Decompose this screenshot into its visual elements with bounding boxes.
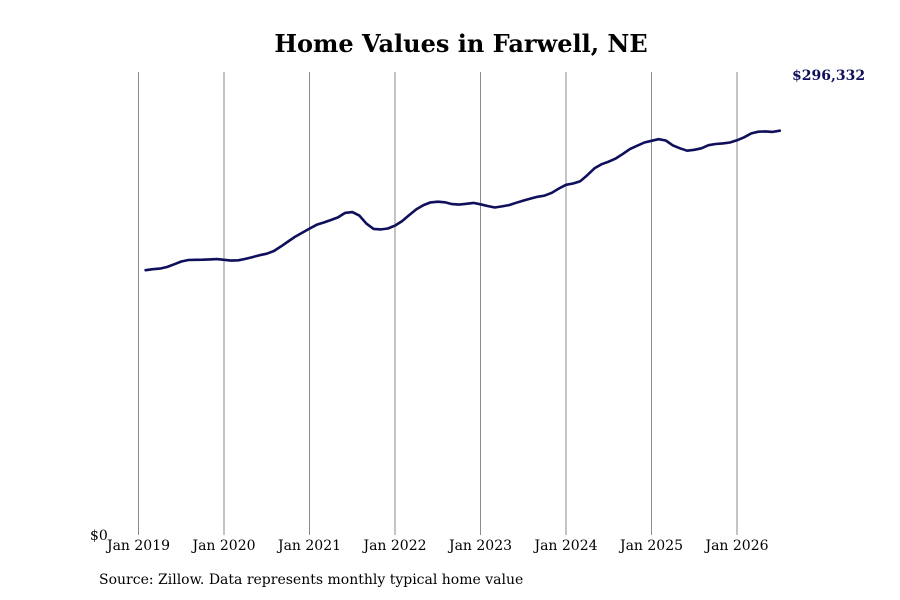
x-axis-ticks: Jan 2019 Jan 2020 Jan 2021 Jan 2022 Jan 2023… [105, 538, 769, 554]
x-tick-label: Jan 2024 [532, 538, 597, 554]
x-tick-label: Jan 2020 [190, 538, 255, 554]
x-tick-label: Jan 2019 [105, 538, 170, 554]
source-note: Source: Zillow. Data represents monthly … [99, 572, 524, 588]
gridlines [138, 72, 738, 535]
y-tick-label: $0 [90, 528, 108, 544]
chart-title: Home Values in Farwell, NE [274, 29, 647, 58]
x-tick-label: Jan 2023 [447, 538, 512, 554]
x-tick-label: Jan 2025 [618, 538, 683, 554]
x-tick-label: Jan 2022 [361, 538, 426, 554]
x-tick-label: Jan 2021 [276, 538, 341, 554]
end-value-label: $296,332 [792, 68, 865, 84]
series-line [144, 129, 782, 272]
x-tick-label: Jan 2026 [703, 538, 768, 554]
